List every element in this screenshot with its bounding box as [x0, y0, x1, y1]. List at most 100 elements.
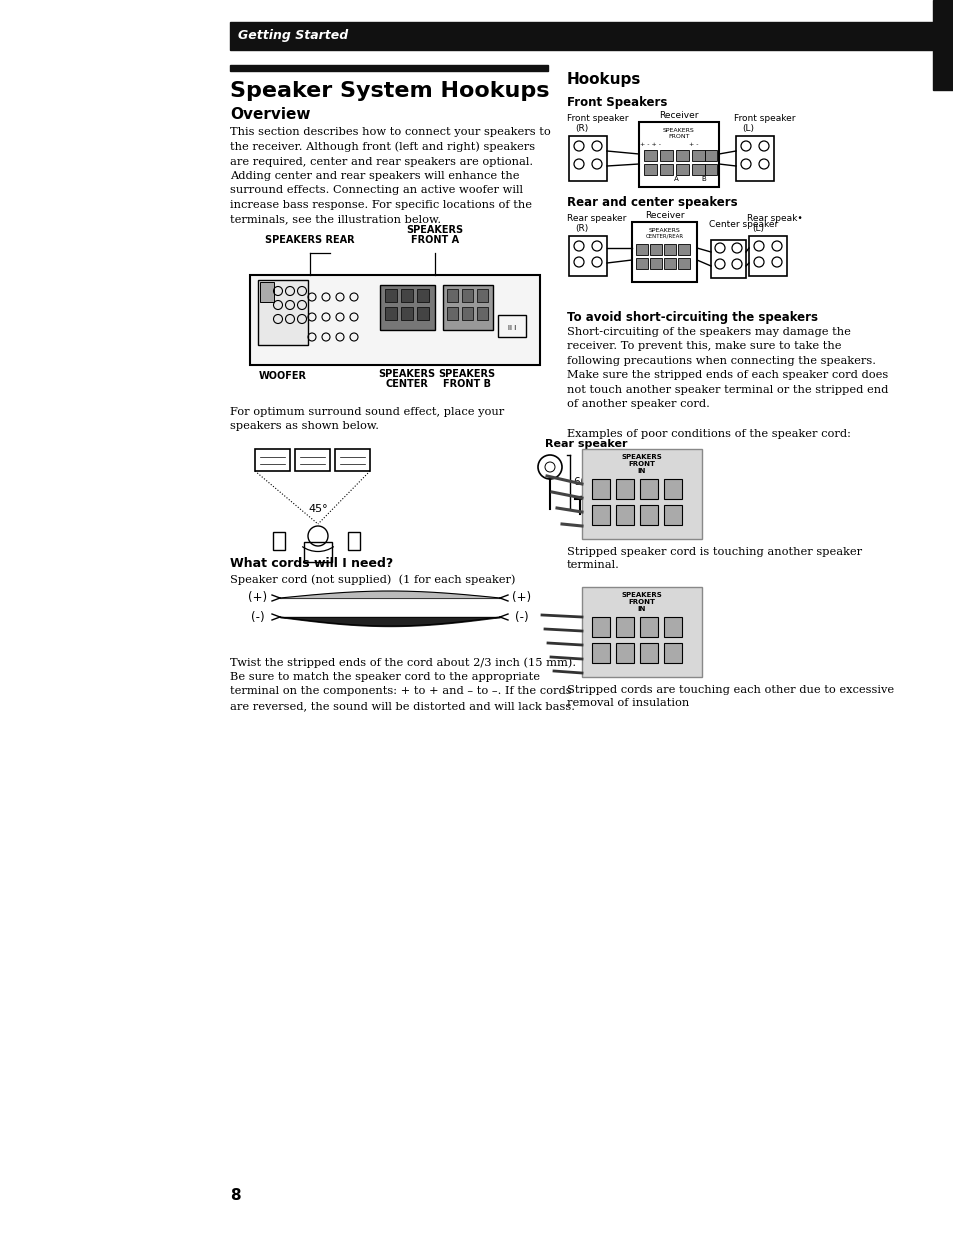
- Text: Getting Started: Getting Started: [237, 30, 348, 42]
- Bar: [273, 531, 285, 550]
- Text: Short-circuiting of the speakers may damage the
receiver. To prevent this, make : Short-circuiting of the speakers may dam…: [566, 327, 887, 409]
- Bar: [447, 289, 457, 302]
- Text: (+): (+): [512, 592, 531, 604]
- Bar: [932, 0, 953, 90]
- Bar: [476, 289, 488, 302]
- Text: (R): (R): [575, 224, 588, 233]
- Bar: [250, 275, 539, 365]
- Text: FRONT: FRONT: [628, 461, 655, 467]
- Bar: [631, 222, 697, 282]
- Bar: [691, 150, 704, 162]
- Text: FRONT: FRONT: [628, 599, 655, 605]
- Bar: [663, 478, 681, 499]
- Text: Center speaker: Center speaker: [708, 219, 778, 229]
- Bar: [400, 307, 413, 321]
- Text: Rear speak•: Rear speak•: [746, 215, 801, 223]
- Text: CENTER/REAR: CENTER/REAR: [645, 234, 683, 239]
- Bar: [636, 258, 647, 269]
- Text: SPEAKERS: SPEAKERS: [406, 224, 463, 236]
- Bar: [416, 289, 429, 302]
- Bar: [659, 150, 672, 162]
- Bar: [447, 307, 457, 321]
- Bar: [461, 289, 473, 302]
- Text: Receiver: Receiver: [659, 111, 698, 120]
- Text: IN: IN: [638, 469, 645, 473]
- Text: SPEAKERS REAR: SPEAKERS REAR: [265, 236, 355, 245]
- Bar: [581, 587, 701, 677]
- Text: II I: II I: [507, 326, 516, 330]
- Bar: [335, 449, 370, 471]
- Bar: [442, 285, 493, 330]
- Text: SPEAKERS: SPEAKERS: [648, 228, 679, 233]
- Bar: [257, 280, 308, 345]
- Text: 8: 8: [230, 1189, 240, 1203]
- Bar: [304, 543, 332, 562]
- Text: SPEAKERS: SPEAKERS: [662, 128, 694, 133]
- Text: Front speaker: Front speaker: [566, 113, 628, 123]
- Text: Twist the stripped ends of the cord about 2/3 inch (15 mm).
Be sure to match the: Twist the stripped ends of the cord abou…: [230, 657, 576, 710]
- Bar: [649, 244, 661, 255]
- Bar: [639, 122, 719, 187]
- Bar: [663, 616, 681, 637]
- Text: (-): (-): [251, 610, 265, 624]
- Text: Speaker System Hookups: Speaker System Hookups: [230, 81, 549, 101]
- Text: SPEAKERS: SPEAKERS: [621, 454, 661, 460]
- Bar: [592, 478, 609, 499]
- Bar: [663, 506, 681, 525]
- Text: FRONT B: FRONT B: [442, 379, 491, 388]
- Bar: [260, 282, 274, 302]
- Text: To avoid short-circuiting the speakers: To avoid short-circuiting the speakers: [566, 311, 817, 324]
- Text: A: A: [673, 176, 678, 182]
- Bar: [663, 258, 676, 269]
- Bar: [616, 478, 634, 499]
- Bar: [476, 307, 488, 321]
- Bar: [581, 449, 701, 539]
- Text: What cords will I need?: What cords will I need?: [230, 557, 393, 570]
- Bar: [616, 642, 634, 663]
- Text: SPEAKERS: SPEAKERS: [621, 592, 661, 598]
- Bar: [678, 244, 689, 255]
- Text: (L): (L): [751, 224, 763, 233]
- Bar: [678, 258, 689, 269]
- Text: B: B: [700, 176, 705, 182]
- Bar: [704, 164, 717, 175]
- Text: + - + -: + - + -: [639, 142, 660, 147]
- Bar: [663, 642, 681, 663]
- Bar: [461, 307, 473, 321]
- Bar: [616, 506, 634, 525]
- Bar: [663, 244, 676, 255]
- Bar: [639, 642, 658, 663]
- Text: For optimum surround sound effect, place your
speakers as shown below.: For optimum surround sound effect, place…: [230, 407, 504, 432]
- Text: (+): (+): [248, 592, 267, 604]
- Text: (L): (L): [741, 125, 753, 133]
- Text: Rear speaker: Rear speaker: [566, 215, 626, 223]
- Bar: [230, 65, 547, 72]
- Text: Receiver: Receiver: [644, 211, 683, 219]
- Bar: [639, 506, 658, 525]
- Bar: [704, 150, 717, 162]
- Bar: [592, 506, 609, 525]
- Bar: [379, 285, 435, 330]
- Bar: [735, 136, 773, 181]
- Bar: [676, 164, 688, 175]
- Text: Front Speakers: Front Speakers: [566, 96, 667, 109]
- Text: (R): (R): [575, 125, 588, 133]
- Bar: [416, 307, 429, 321]
- Text: (-): (-): [515, 610, 528, 624]
- Text: Examples of poor conditions of the speaker cord:: Examples of poor conditions of the speak…: [566, 429, 850, 439]
- Bar: [497, 314, 525, 337]
- Bar: [691, 164, 704, 175]
- Bar: [348, 531, 359, 550]
- Bar: [230, 22, 953, 51]
- Bar: [643, 164, 657, 175]
- Text: Rear speaker: Rear speaker: [544, 439, 627, 449]
- Bar: [568, 136, 606, 181]
- Text: Stripped cords are touching each other due to excessive
removal of insulation: Stripped cords are touching each other d…: [566, 686, 893, 708]
- Text: Front speaker: Front speaker: [733, 113, 795, 123]
- Bar: [710, 240, 745, 277]
- Bar: [568, 236, 606, 276]
- Bar: [385, 307, 396, 321]
- Text: + -: + -: [688, 142, 698, 147]
- Bar: [748, 236, 786, 276]
- Text: IN: IN: [638, 605, 645, 612]
